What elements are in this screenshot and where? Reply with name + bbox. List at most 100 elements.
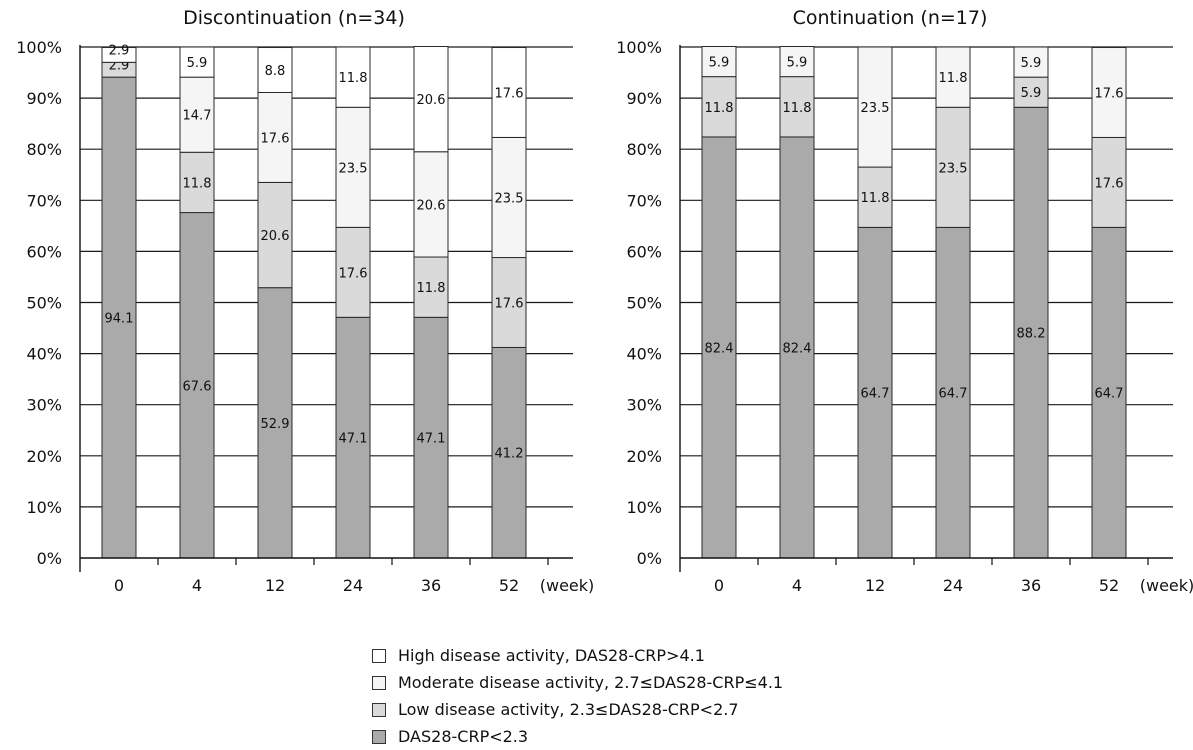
chart2-data-label-1-0: 11.8 — [705, 101, 734, 116]
chart2-bar-seg-0-4 — [779, 136, 815, 559]
chart1-bar-seg-0-36 — [413, 316, 449, 559]
legend-item-moderate: Moderate disease activity, 2.7≤DAS28-CRP… — [372, 669, 783, 696]
chart2-ytick-label-20: 20% — [626, 447, 662, 466]
chart2-xtick-label-4: 4 — [792, 576, 802, 595]
chart1-data-label-2-52: 23.5 — [495, 191, 524, 206]
chart2-ytick-label-0: 0% — [637, 549, 662, 568]
chart2-data-label-2-24: 11.8 — [939, 71, 968, 86]
legend-swatch-high — [372, 648, 386, 663]
chart1-xtick-label-0: 0 — [114, 576, 124, 595]
chart1-bar-seg-1-4 — [179, 151, 215, 214]
chart1-bar-seg-2-24 — [335, 106, 371, 228]
chart1-data-label-3-4: 5.9 — [187, 56, 208, 71]
legend-label-remission: DAS28-CRP<2.3 — [398, 727, 529, 746]
chart1-data-label-2-4: 14.7 — [183, 109, 212, 124]
chart2-bar-seg-2-0 — [701, 45, 737, 78]
legend-item-high: High disease activity, DAS28-CRP>4.1 — [372, 642, 783, 669]
chart1-data-label-3-0: 2.9 — [109, 44, 130, 59]
chart1-bar-seg-3-36 — [413, 45, 449, 153]
chart2-data-label-1-52: 17.6 — [1095, 176, 1124, 191]
chart2-bar-seg-2-52 — [1091, 47, 1127, 138]
chart1-data-label-3-36: 20.6 — [417, 93, 446, 108]
chart1-ytick-label-60: 60% — [26, 242, 62, 261]
chart2-data-label-2-4: 5.9 — [787, 56, 808, 71]
chart1-data-label-2-12: 17.6 — [261, 131, 290, 146]
chart1-xtick-label-12: 12 — [265, 576, 285, 595]
chart2-xtick-label-0: 0 — [714, 576, 724, 595]
chart2-ytick-label-80: 80% — [626, 140, 662, 159]
chart1-bar-seg-1-36 — [413, 256, 449, 318]
chart1-ytick-label-70: 70% — [26, 191, 62, 210]
legend: High disease activity, DAS28-CRP>4.1 Mod… — [372, 642, 783, 750]
chart1-data-label-3-52: 17.6 — [495, 86, 524, 101]
chart2-data-label-2-0: 5.9 — [709, 56, 730, 71]
chart2-ytick-label-40: 40% — [626, 345, 662, 364]
chart2-bar-seg-2-24 — [935, 46, 971, 108]
legend-item-low: Low disease activity, 2.3≤DAS28-CRP<2.7 — [372, 696, 783, 723]
chart1-ytick-label-0: 0% — [37, 549, 62, 568]
chart2-bar-seg-1-0 — [701, 76, 737, 138]
chart1-bar-seg-3-24 — [335, 46, 371, 108]
chart1-xtick-label-36: 36 — [421, 576, 441, 595]
chart1-data-label-1-4: 11.8 — [183, 176, 212, 191]
chart2-data-label-1-12: 11.8 — [861, 191, 890, 206]
chart1-xtick-label-52: 52 — [499, 576, 519, 595]
chart1-data-label-1-24: 17.6 — [339, 266, 368, 281]
chart1-ytick-label-10: 10% — [26, 498, 62, 517]
chart1-data-label-3-12: 8.8 — [265, 64, 286, 79]
chart1-data-label-0-0: 94.1 — [105, 312, 134, 327]
chart2-data-label-0-24: 64.7 — [939, 387, 968, 402]
chart2-ytick-label-30: 30% — [626, 396, 662, 415]
chart2-bar-seg-0-0 — [701, 136, 737, 559]
legend-label-moderate: Moderate disease activity, 2.7≤DAS28-CRP… — [398, 673, 784, 692]
chart1-data-label-0-12: 52.9 — [261, 417, 290, 432]
chart1-ytick-label-90: 90% — [26, 89, 62, 108]
chart2-ytick-label-50: 50% — [626, 294, 662, 313]
chart1-bar-seg-3-4 — [179, 46, 215, 78]
legend-label-low: Low disease activity, 2.3≤DAS28-CRP<2.7 — [398, 700, 739, 719]
chart1-bar-seg-0-24 — [335, 316, 371, 559]
chart1-xtick-label-4: 4 — [192, 576, 202, 595]
chart1-data-label-0-24: 47.1 — [339, 432, 368, 447]
chart1-title: Discontinuation (n=34) — [183, 7, 405, 29]
chart1-bar-seg-3-52 — [491, 47, 527, 138]
chart1-bar-seg-0-12 — [257, 287, 293, 559]
chart2-data-label-0-52: 64.7 — [1095, 387, 1124, 402]
chart2-x-unit-label: (week) — [1140, 576, 1193, 595]
chart1-data-label-1-12: 20.6 — [261, 229, 290, 244]
chart2-data-label-0-0: 82.4 — [705, 341, 734, 356]
chart1-bar-seg-1-12 — [257, 181, 293, 289]
chart1-bar-seg-2-36 — [413, 151, 449, 258]
chart2-data-label-2-36: 5.9 — [1021, 56, 1042, 71]
chart2-bar-seg-0-24 — [935, 226, 971, 559]
chart1-data-label-2-24: 23.5 — [339, 161, 368, 176]
chart2-bar-seg-1-24 — [935, 106, 971, 228]
chart2-bar-seg-2-12 — [857, 46, 893, 168]
chart2-data-label-2-52: 17.6 — [1095, 86, 1124, 101]
chart1-bar-seg-2-4 — [179, 76, 215, 153]
chart1-ytick-label-40: 40% — [26, 345, 62, 364]
chart1-x-unit-label: (week) — [540, 576, 595, 595]
chart2-title: Continuation (n=17) — [793, 7, 988, 29]
chart1-ytick-label-30: 30% — [26, 396, 62, 415]
chart1-ytick-label-20: 20% — [26, 447, 62, 466]
chart1-ytick-label-80: 80% — [26, 140, 62, 159]
chart1-bar-seg-3-12 — [257, 47, 293, 93]
chart2-ytick-label-60: 60% — [626, 242, 662, 261]
chart2-xtick-label-24: 24 — [943, 576, 963, 595]
chart2-data-label-0-4: 82.4 — [783, 341, 812, 356]
chart2-xtick-label-52: 52 — [1099, 576, 1119, 595]
chart1-data-label-0-36: 47.1 — [417, 432, 446, 447]
chart1-data-label-1-36: 11.8 — [417, 281, 446, 296]
chart2-xtick-label-12: 12 — [865, 576, 885, 595]
chart2-bar-seg-1-4 — [779, 76, 815, 138]
chart1-data-label-2-36: 20.6 — [417, 198, 446, 213]
chart1-data-label-0-52: 41.2 — [495, 447, 524, 462]
chart2-bar-seg-1-12 — [857, 166, 893, 228]
chart2-ytick-label-10: 10% — [626, 498, 662, 517]
chart1-bar-seg-2-12 — [257, 91, 293, 183]
chart2-bar-seg-2-4 — [779, 45, 815, 78]
legend-swatch-moderate — [372, 675, 386, 690]
chart1-ytick-label-100: 100% — [16, 38, 62, 57]
chart2-data-label-1-36: 5.9 — [1021, 86, 1042, 101]
